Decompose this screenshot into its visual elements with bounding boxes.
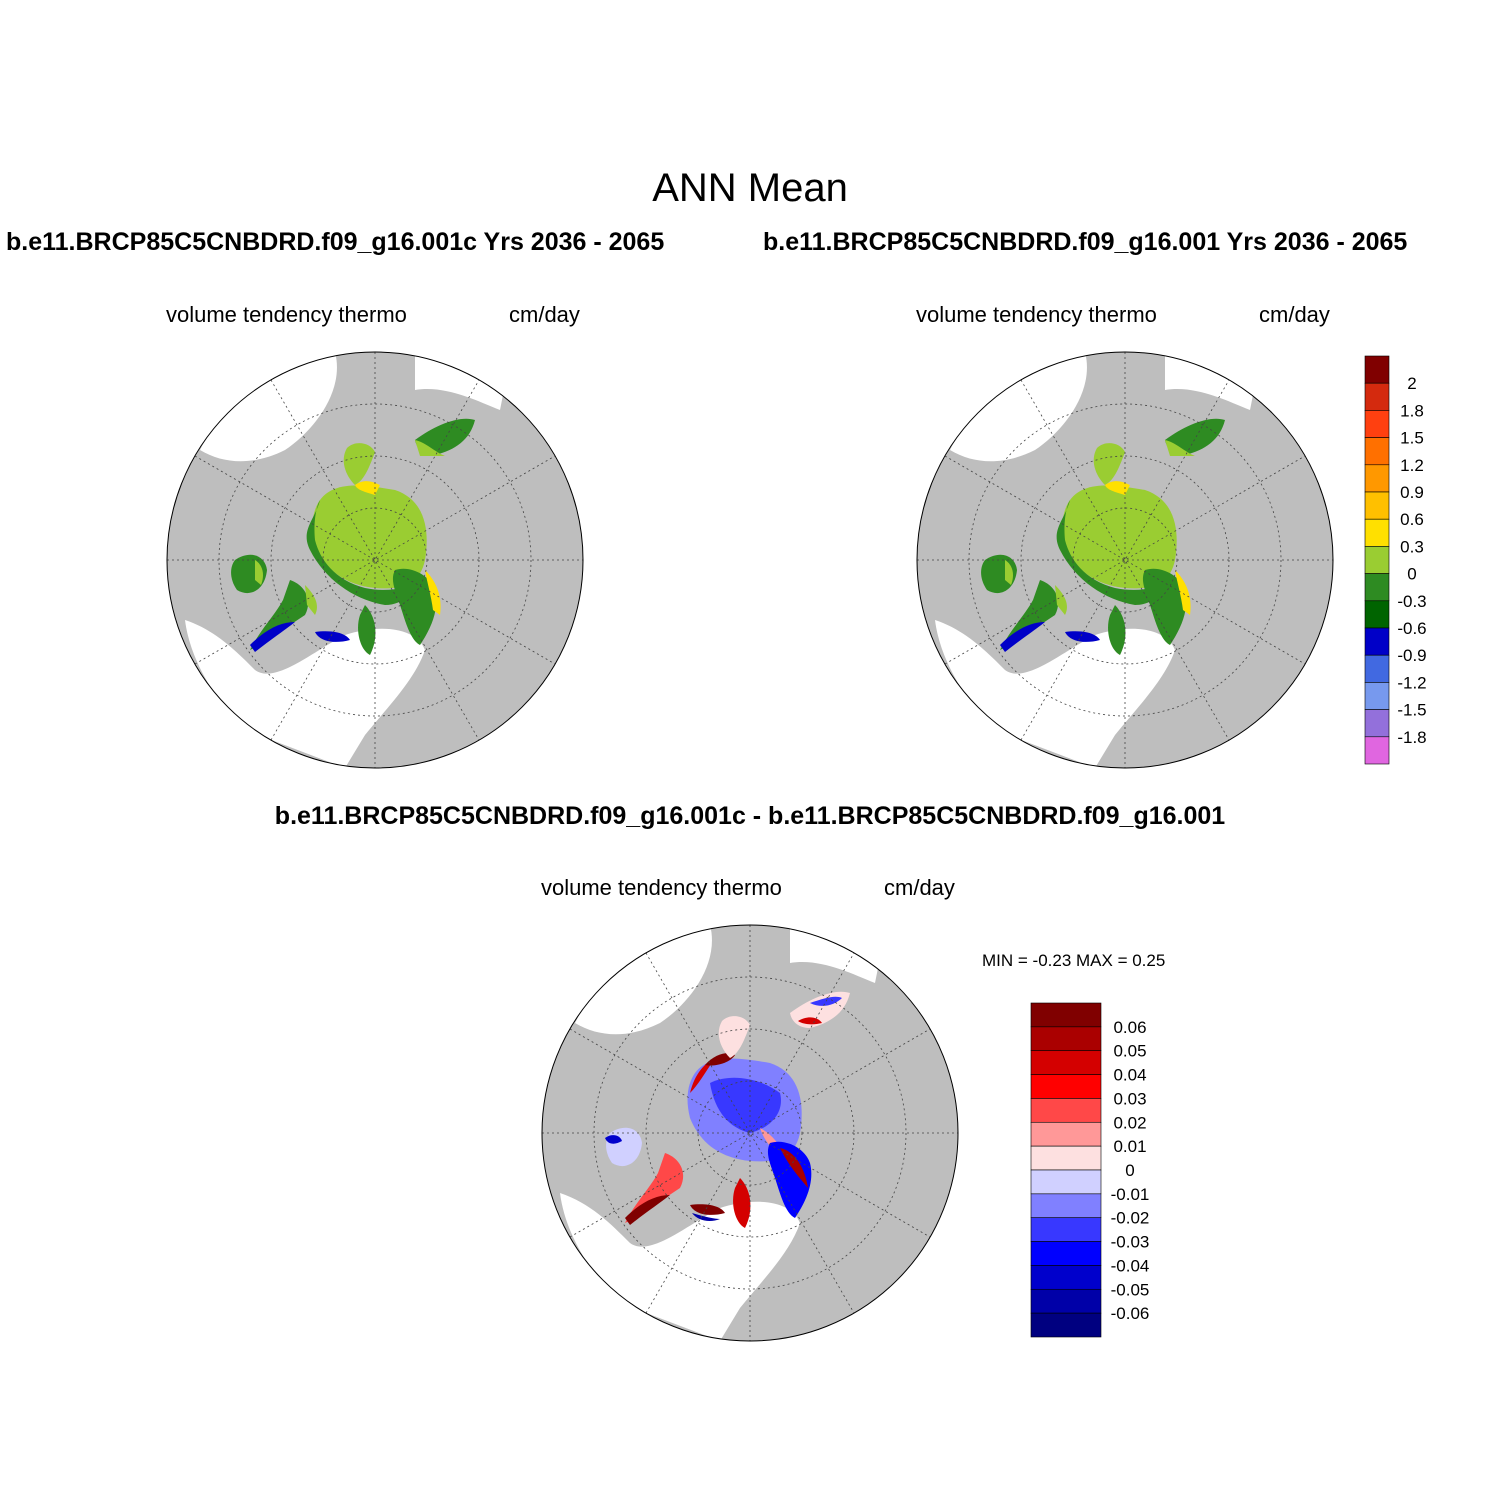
diff-variable-label: volume tendency thermo (541, 875, 782, 900)
abs-colorbar-label: 2 (1407, 374, 1416, 393)
case1-map (167, 352, 583, 768)
case1-units-label: cm/day (509, 302, 580, 327)
case1-variable-label: volume tendency thermo (166, 302, 407, 327)
abs-colorbar-box (1364, 437, 1390, 466)
diff-colorbar-box (1030, 1050, 1102, 1075)
case1-title: b.e11.BRCP85C5CNBDRD.f09_g16.001c Yrs 20… (6, 228, 665, 256)
abs-colorbar-label: 1.8 (1400, 401, 1424, 420)
abs-colorbar-label: -1.2 (1397, 673, 1426, 692)
abs-colorbar: 2 1.8 1.5 1.2 0.9 0.6 0.3 0 -0.3 -0.6 -0.9 -1.2 -1.5… (1364, 355, 1427, 765)
diff-colorbar-label: 0.01 (1113, 1137, 1146, 1156)
diff-title: b.e11.BRCP85C5CNBDRD.f09_g16.001c - b.e1… (274, 802, 1226, 830)
diff-colorbar-label: -0.01 (1111, 1185, 1150, 1204)
abs-colorbar-box (1364, 573, 1390, 602)
diff-colorbar-box (1030, 1002, 1102, 1028)
abs-colorbar-label: 0.9 (1400, 483, 1424, 502)
abs-colorbar-box (1364, 410, 1390, 438)
diff-colorbar-label: -0.04 (1111, 1256, 1150, 1275)
abs-colorbar-label: 0 (1407, 565, 1416, 584)
diff-colorbar-label: -0.06 (1111, 1304, 1150, 1323)
abs-colorbar-box (1364, 736, 1390, 765)
abs-colorbar-box (1364, 627, 1390, 656)
diff-colorbar-box (1030, 1026, 1102, 1052)
abs-colorbar-label: -0.6 (1397, 619, 1426, 638)
diff-colorbar-box (1030, 1098, 1102, 1123)
diff-colorbar-label: 0.06 (1113, 1018, 1146, 1037)
diff-colorbar-box (1030, 1145, 1102, 1171)
diff-colorbar-box (1030, 1312, 1102, 1338)
diff-colorbar-box (1030, 1265, 1102, 1290)
diff-colorbar-box (1030, 1217, 1102, 1242)
diff-colorbar-label: 0.04 (1113, 1066, 1146, 1085)
abs-colorbar-box (1364, 546, 1390, 574)
diff-colorbar-label: 0.02 (1113, 1113, 1146, 1132)
abs-colorbar-box (1364, 518, 1390, 547)
diff-map (542, 925, 958, 1341)
figure-title: ANN Mean (652, 166, 848, 210)
diff-colorbar-box (1030, 1169, 1102, 1195)
case2-map (917, 352, 1333, 768)
diff-colorbar-label: -0.02 (1111, 1209, 1150, 1228)
abs-colorbar-label: -0.9 (1397, 646, 1426, 665)
diff-colorbar-label: 0.03 (1113, 1089, 1146, 1108)
case2-map-border (916, 351, 1334, 769)
diff-colorbar-box (1030, 1241, 1102, 1266)
case2-variable-label: volume tendency thermo (916, 302, 1157, 327)
abs-colorbar-box (1364, 654, 1390, 683)
diff-colorbar-label: 0.05 (1113, 1042, 1146, 1061)
abs-colorbar-box (1364, 682, 1390, 710)
diff-colorbar-label: -0.03 (1111, 1233, 1150, 1252)
abs-colorbar-label: 0.6 (1400, 510, 1424, 529)
abs-colorbar-box (1364, 464, 1390, 493)
abs-colorbar-box (1364, 491, 1390, 520)
abs-colorbar-box (1364, 382, 1390, 411)
abs-colorbar-label: 0.3 (1400, 537, 1424, 556)
abs-colorbar-label: -1.8 (1397, 728, 1426, 747)
abs-colorbar-box (1364, 709, 1390, 738)
abs-colorbar-box (1364, 600, 1390, 629)
case2-title: b.e11.BRCP85C5CNBDRD.f09_g16.001 Yrs 203… (763, 228, 1408, 256)
diff-colorbar-box (1030, 1074, 1102, 1099)
diff-colorbar-label: -0.05 (1111, 1280, 1150, 1299)
diff-colorbar-box (1030, 1288, 1102, 1314)
diff-colorbar-box (1030, 1121, 1102, 1147)
abs-colorbar-label: -1.5 (1397, 701, 1426, 720)
diff-colorbar-label: 0 (1125, 1161, 1134, 1180)
diff-units-label: cm/day (884, 875, 955, 900)
abs-colorbar-label: -0.3 (1397, 592, 1426, 611)
diff-colorbar: 0.06 0.05 0.04 0.03 0.02 0.01 0 -0.01 -0.02 -0.03… (1030, 1002, 1150, 1338)
case2-units-label: cm/day (1259, 302, 1330, 327)
diff-minmax-label: MIN = -0.23 MAX = 0.25 (982, 951, 1166, 970)
diff-colorbar-box (1030, 1193, 1102, 1219)
abs-colorbar-label: 1.2 (1400, 456, 1424, 475)
case1-map-border (166, 351, 584, 769)
abs-colorbar-label: 1.5 (1400, 429, 1424, 448)
diff-map-border (541, 924, 959, 1342)
abs-colorbar-box (1364, 355, 1390, 384)
